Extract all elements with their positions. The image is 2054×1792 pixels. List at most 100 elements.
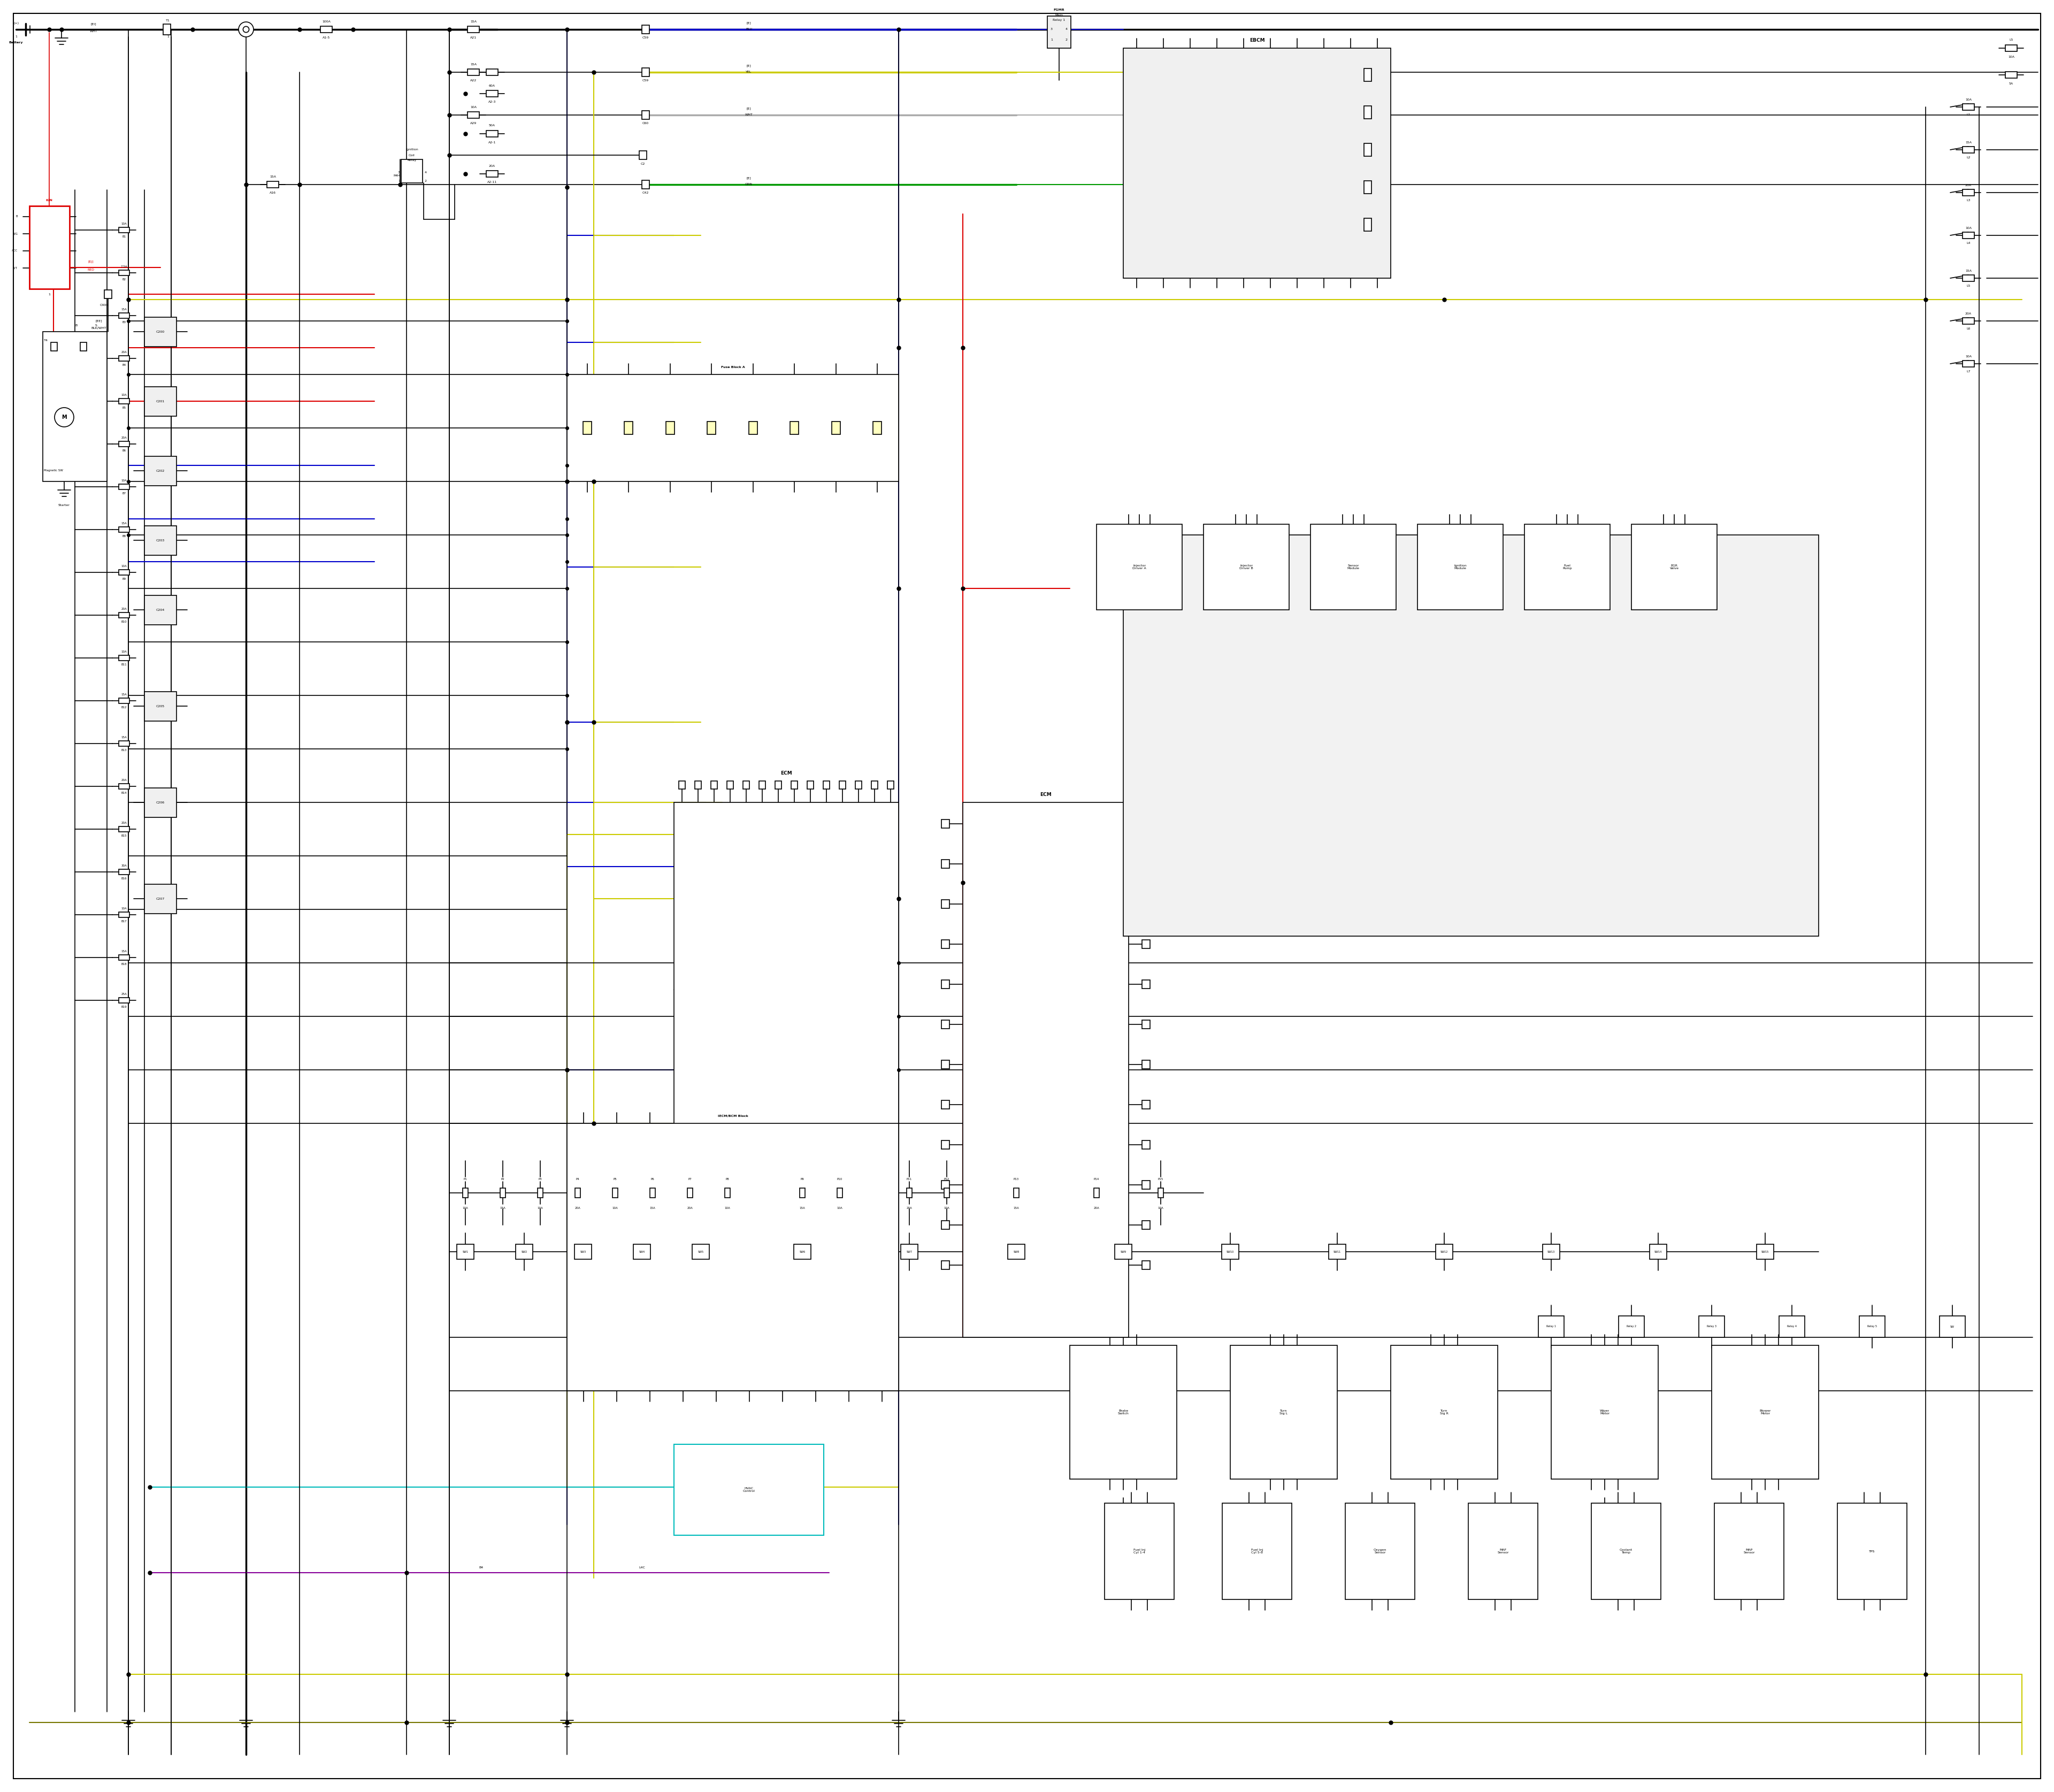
Text: P3: P3	[538, 1177, 542, 1181]
Bar	[791, 1190, 797, 1199]
Text: T1: T1	[166, 20, 170, 22]
Text: 10A: 10A	[121, 480, 127, 482]
Text: 10A: 10A	[1158, 1206, 1165, 1210]
Text: SW5: SW5	[698, 1251, 705, 1253]
Text: Relay 2: Relay 2	[1627, 1326, 1637, 1328]
Text: B9: B9	[121, 577, 125, 581]
Text: A/T: A/T	[12, 267, 18, 269]
Text: 10A: 10A	[121, 650, 127, 654]
Text: 20A: 20A	[121, 607, 127, 611]
Bar	[487, 131, 497, 136]
Bar	[902, 1244, 918, 1260]
Text: 10A: 10A	[1966, 355, 1972, 358]
Bar	[641, 25, 649, 34]
Bar	[1962, 233, 1974, 238]
Bar	[727, 781, 733, 788]
Text: C59: C59	[643, 36, 649, 39]
Text: 50A: 50A	[489, 124, 495, 127]
Text: SW: SW	[1949, 1326, 1955, 1328]
Text: [EE]: [EE]	[97, 319, 103, 323]
Text: 4: 4	[1066, 29, 1068, 30]
Bar	[1124, 536, 1818, 935]
Bar	[1756, 1244, 1775, 1260]
Text: P10: P10	[838, 1177, 842, 1181]
Text: Oxygen
Sensor: Oxygen Sensor	[1374, 1548, 1386, 1554]
Bar	[119, 740, 129, 745]
Bar	[468, 70, 479, 75]
Text: B16: B16	[121, 876, 127, 880]
Bar	[462, 1188, 468, 1197]
Bar	[941, 1181, 949, 1190]
Bar	[1142, 1181, 1150, 1190]
Text: L5: L5	[1966, 285, 1970, 287]
Bar	[119, 228, 129, 233]
Text: L6: L6	[1966, 328, 1970, 330]
Text: 15A: 15A	[649, 1206, 655, 1210]
Bar	[1364, 181, 1372, 194]
Text: 10A: 10A	[612, 1206, 618, 1210]
Text: 10A: 10A	[2009, 56, 2015, 57]
Bar	[575, 1244, 592, 1260]
Text: 15A: 15A	[121, 737, 127, 738]
Text: Fuel
Pump: Fuel Pump	[1563, 564, 1571, 570]
Bar	[678, 1190, 686, 1199]
Text: YEL: YEL	[746, 72, 752, 73]
Bar	[119, 613, 129, 618]
Text: 5A: 5A	[2009, 82, 2013, 84]
Text: P8: P8	[725, 1177, 729, 1181]
Text: R/G: R/G	[12, 233, 18, 235]
Text: 20A: 20A	[1966, 312, 1972, 315]
Bar	[641, 68, 649, 77]
Bar	[941, 939, 949, 948]
Bar	[674, 1444, 824, 1536]
Bar	[1142, 1061, 1150, 1068]
Bar	[2005, 45, 2017, 52]
Text: L7: L7	[1966, 369, 1970, 373]
Text: B13: B13	[121, 749, 127, 751]
Text: 15A: 15A	[121, 950, 127, 953]
Bar	[1619, 1315, 1645, 1337]
Text: 20A: 20A	[906, 1206, 912, 1210]
Text: C205: C205	[156, 704, 164, 708]
Bar	[871, 1190, 877, 1199]
Text: P15: P15	[1158, 1177, 1163, 1181]
Text: C207: C207	[156, 898, 164, 900]
Text: Sensor
Module: Sensor Module	[1347, 564, 1360, 570]
Bar	[760, 781, 766, 788]
Bar	[793, 1244, 811, 1260]
Bar	[807, 781, 813, 788]
Text: P7: P7	[688, 1177, 692, 1181]
Bar	[791, 421, 799, 434]
Bar	[744, 1190, 750, 1199]
Text: Magnetic SW: Magnetic SW	[43, 470, 64, 471]
Text: SW7: SW7	[906, 1251, 912, 1253]
Text: 1: 1	[398, 179, 401, 183]
Bar	[575, 1188, 581, 1197]
Text: Battery: Battery	[8, 41, 23, 43]
Text: SW15: SW15	[1762, 1251, 1768, 1253]
Bar	[583, 421, 592, 434]
Text: 20A: 20A	[489, 165, 495, 167]
Text: [EI]: [EI]	[90, 23, 97, 25]
Text: ACC: ACC	[12, 249, 18, 253]
Text: L1: L1	[1966, 113, 1970, 116]
Text: Ignition: Ignition	[405, 149, 419, 151]
Bar	[1962, 190, 1974, 195]
Text: 15A: 15A	[1013, 1206, 1019, 1210]
Bar	[641, 111, 649, 120]
Text: 20A: 20A	[1966, 185, 1972, 186]
Text: [E]: [E]	[746, 108, 752, 109]
Text: 10A: 10A	[462, 1206, 468, 1210]
Bar	[840, 1190, 846, 1199]
Bar	[567, 1124, 900, 1391]
Text: Fuel Inj
Cyl 1-4: Fuel Inj Cyl 1-4	[1134, 1548, 1146, 1554]
Text: A29: A29	[470, 122, 477, 125]
Bar	[1699, 1315, 1725, 1337]
Text: B8: B8	[121, 534, 125, 538]
Bar	[1962, 360, 1974, 367]
Circle shape	[242, 27, 249, 32]
Text: P6: P6	[651, 1177, 655, 1181]
Text: A2-11: A2-11	[487, 181, 497, 185]
Bar	[649, 1188, 655, 1197]
Text: MAP
Sensor: MAP Sensor	[1744, 1548, 1754, 1554]
